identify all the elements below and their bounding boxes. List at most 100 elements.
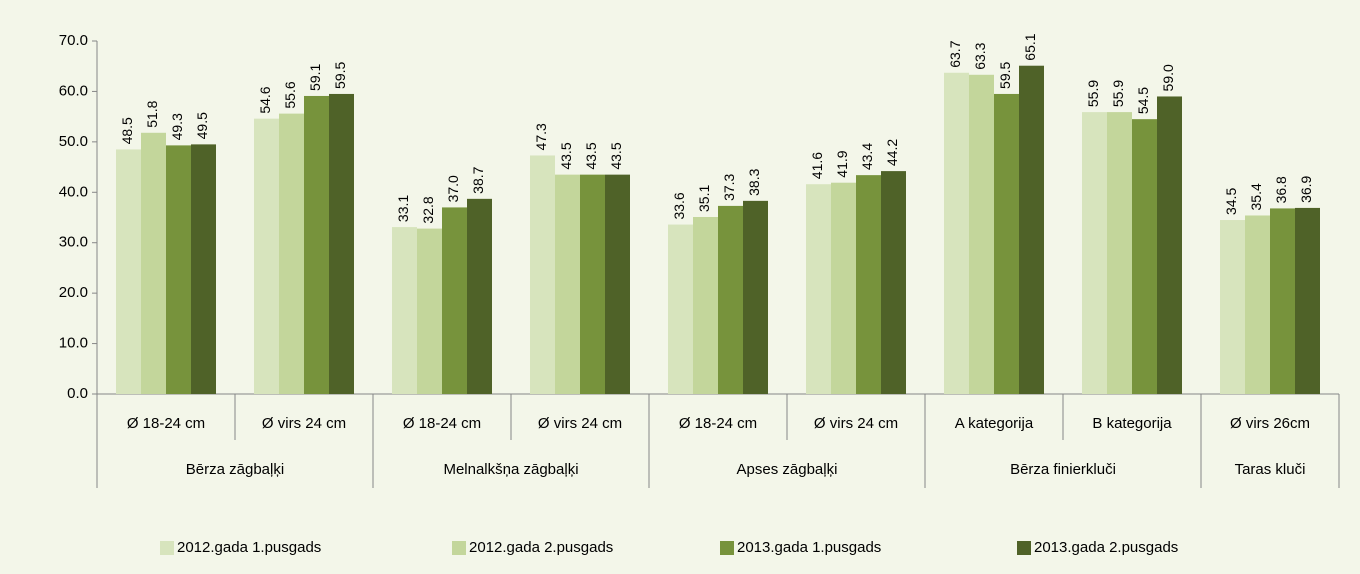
group-label: Taras kluči bbox=[1235, 461, 1306, 478]
bar bbox=[806, 184, 831, 394]
bar bbox=[1019, 65, 1044, 395]
data-label: 63.7 bbox=[947, 40, 963, 67]
bar bbox=[1245, 215, 1270, 394]
x-tick-label: B kategorija bbox=[1092, 415, 1172, 432]
data-label: 35.1 bbox=[696, 185, 712, 212]
data-label: 37.3 bbox=[721, 173, 737, 200]
bar bbox=[1132, 119, 1157, 395]
y-tick-label: 30.0 bbox=[59, 234, 88, 251]
bar bbox=[605, 174, 630, 394]
y-tick-label: 70.0 bbox=[59, 32, 88, 49]
data-label: 36.8 bbox=[1273, 176, 1289, 203]
bar bbox=[1082, 112, 1107, 395]
x-tick-label: Ø 18-24 cm bbox=[127, 415, 205, 432]
legend-swatch bbox=[452, 541, 466, 555]
data-label: 55.9 bbox=[1110, 80, 1126, 107]
x-tick-label: Ø virs 24 cm bbox=[538, 415, 622, 432]
bar bbox=[743, 200, 768, 394]
y-tick-label: 10.0 bbox=[59, 335, 88, 352]
bar bbox=[116, 149, 141, 394]
x-tick-label: Ø virs 26cm bbox=[1230, 415, 1310, 432]
data-label: 38.7 bbox=[470, 166, 486, 193]
bar bbox=[856, 175, 881, 394]
bar bbox=[693, 216, 718, 394]
data-label: 33.6 bbox=[671, 192, 687, 219]
group-label: Bērza finierkluči bbox=[1010, 461, 1116, 478]
bar bbox=[254, 118, 279, 394]
y-tick-label: 50.0 bbox=[59, 133, 88, 150]
data-label: 49.3 bbox=[169, 113, 185, 140]
bar bbox=[994, 93, 1019, 394]
data-label: 43.4 bbox=[859, 143, 875, 170]
x-tick-label: Ø 18-24 cm bbox=[679, 415, 757, 432]
bar bbox=[1270, 208, 1295, 394]
data-label: 43.5 bbox=[608, 142, 624, 169]
legend-label: 2013.gada 2.pusgads bbox=[1034, 539, 1178, 556]
data-label: 48.5 bbox=[119, 117, 135, 144]
legend-label: 2012.gada 1.pusgads bbox=[177, 539, 321, 556]
bar bbox=[718, 205, 743, 394]
data-label: 59.5 bbox=[332, 61, 348, 88]
data-label: 43.5 bbox=[583, 142, 599, 169]
data-label: 65.1 bbox=[1022, 33, 1038, 60]
data-label: 35.4 bbox=[1248, 183, 1264, 210]
bar bbox=[530, 155, 555, 394]
data-label: 32.8 bbox=[420, 196, 436, 223]
data-label: 54.5 bbox=[1135, 87, 1151, 114]
data-label: 41.9 bbox=[834, 150, 850, 177]
data-label: 63.3 bbox=[972, 42, 988, 69]
bar bbox=[831, 182, 856, 394]
x-tick-label: Ø 18-24 cm bbox=[403, 415, 481, 432]
bar bbox=[279, 113, 304, 395]
group-label: Apses zāgbaļķi bbox=[737, 461, 838, 478]
data-label: 59.1 bbox=[307, 64, 323, 91]
data-label: 51.8 bbox=[144, 100, 160, 127]
data-label: 37.0 bbox=[445, 175, 461, 202]
x-tick-label: A kategorija bbox=[955, 415, 1034, 432]
data-label: 33.1 bbox=[395, 195, 411, 222]
group-label: Bērza zāgbaļķi bbox=[186, 461, 284, 478]
data-label: 38.3 bbox=[746, 168, 762, 195]
data-label: 59.0 bbox=[1160, 64, 1176, 91]
data-label: 36.9 bbox=[1298, 175, 1314, 202]
legend-swatch bbox=[1017, 541, 1031, 555]
bar bbox=[969, 74, 994, 394]
legend-label: 2012.gada 2.pusgads bbox=[469, 539, 613, 556]
data-label: 49.5 bbox=[194, 112, 210, 139]
bar bbox=[580, 174, 605, 394]
x-tick-label: Ø virs 24 cm bbox=[262, 415, 346, 432]
bar bbox=[392, 227, 417, 394]
data-label: 47.3 bbox=[533, 123, 549, 150]
bar bbox=[141, 132, 166, 394]
bar bbox=[304, 95, 329, 395]
data-label: 54.6 bbox=[257, 86, 273, 113]
bar bbox=[329, 93, 354, 394]
y-tick-label: 60.0 bbox=[59, 82, 88, 99]
bar bbox=[442, 207, 467, 394]
bar bbox=[417, 228, 442, 394]
bar bbox=[668, 224, 693, 394]
data-label: 34.5 bbox=[1223, 188, 1239, 215]
legend-swatch bbox=[720, 541, 734, 555]
bar bbox=[1220, 220, 1245, 394]
bar bbox=[166, 145, 191, 394]
data-label: 55.6 bbox=[282, 81, 298, 108]
bar bbox=[1295, 207, 1320, 394]
y-tick-label: 40.0 bbox=[59, 183, 88, 200]
bar bbox=[555, 174, 580, 394]
bar bbox=[1157, 96, 1182, 394]
bar bbox=[191, 144, 216, 394]
y-tick-label: 0.0 bbox=[67, 385, 88, 402]
bar bbox=[467, 198, 492, 394]
data-label: 59.5 bbox=[997, 61, 1013, 88]
legend-label: 2013.gada 1.pusgads bbox=[737, 539, 881, 556]
data-label: 44.2 bbox=[884, 139, 900, 166]
legend-swatch bbox=[160, 541, 174, 555]
x-tick-label: Ø virs 24 cm bbox=[814, 415, 898, 432]
group-label: Melnalkšņa zāgbaļķi bbox=[443, 461, 578, 478]
bar bbox=[1107, 112, 1132, 395]
data-label: 41.6 bbox=[809, 152, 825, 179]
data-label: 55.9 bbox=[1085, 80, 1101, 107]
data-label: 43.5 bbox=[558, 142, 574, 169]
